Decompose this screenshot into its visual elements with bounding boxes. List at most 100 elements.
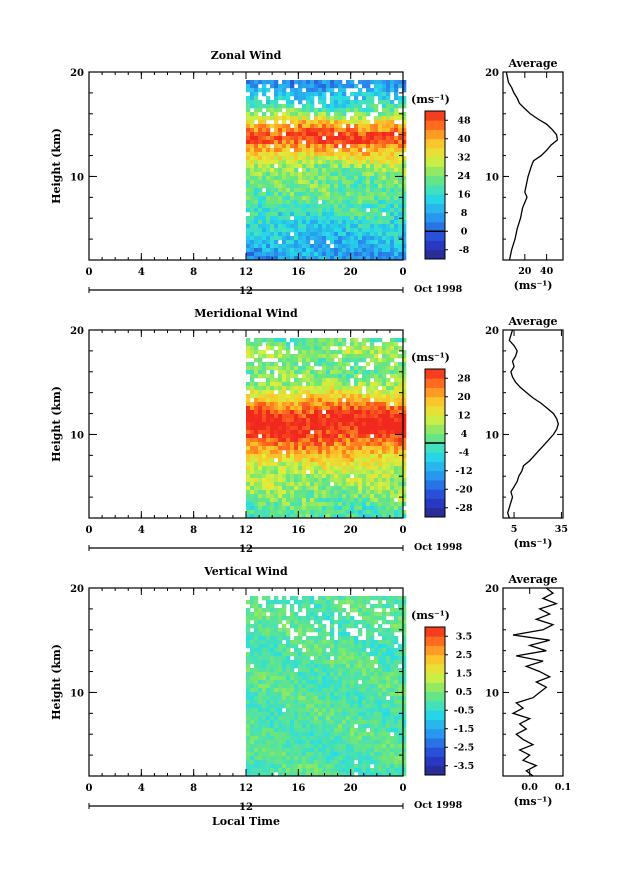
x-tick-label: 12 — [239, 525, 253, 536]
average-title: Average — [507, 57, 557, 70]
colorbar-tick-label: -3.5 — [454, 761, 474, 772]
colorbar-segment — [425, 166, 445, 177]
colorbar-segment — [425, 747, 445, 757]
x-tick-label: 16 — [291, 783, 305, 794]
average-x-tick-label: 5 — [511, 524, 518, 535]
colorbar-segment — [425, 185, 445, 195]
colorbar-segment — [425, 120, 445, 130]
colorbar-segment — [425, 489, 445, 499]
colorbar-tick-label: 12 — [457, 410, 470, 421]
x-tick-label: 0 — [400, 783, 407, 794]
colorbar-segment — [425, 231, 445, 241]
colorbar-frame — [424, 626, 446, 776]
x-tick-label: 20 — [344, 783, 358, 794]
colorbar-tick-label: 24 — [457, 171, 471, 182]
colorbar-tick-label: 3.5 — [456, 631, 473, 642]
colorbar-tick-label: 8 — [461, 208, 468, 219]
average-x-tick-label: 0.1 — [555, 782, 572, 793]
panel-title: Zonal Wind — [211, 49, 282, 62]
x-tick-label: 0 — [400, 267, 407, 278]
colorbar-segment — [425, 664, 445, 674]
colorbar-segment — [425, 249, 445, 260]
colorbar-segment — [425, 212, 445, 223]
colorbar-segment — [425, 728, 445, 739]
average-x-label: (ms⁻¹) — [514, 795, 553, 808]
colorbar-segment — [425, 645, 445, 656]
date-day-label: 12 — [239, 286, 253, 297]
colorbar-segment — [425, 203, 445, 214]
y-axis-label: Height (km) — [50, 644, 63, 720]
colorbar-segment — [425, 765, 445, 776]
y-tick-label: 10 — [70, 430, 84, 441]
colorbar-tick-label: 1.5 — [456, 668, 473, 679]
heatmap-field — [246, 80, 407, 261]
colorbar-frame — [424, 110, 446, 260]
average-panel: Average 10 20 0.0 0.1(ms⁻¹) — [485, 573, 571, 808]
colorbar-segment — [425, 627, 445, 637]
panel-3: Vertical Wind 10 20 Height (km) 0 4 8 12 16 20 0 12… — [50, 565, 571, 828]
average-y-tick-label: 20 — [485, 326, 499, 337]
panel-title: Meridional Wind — [194, 307, 298, 320]
average-frame — [502, 71, 564, 261]
colorbar-segment — [425, 636, 445, 646]
average-x-tick-label: 0.0 — [521, 782, 538, 793]
x-tick-label: 8 — [190, 783, 197, 794]
colorbar-segment — [425, 673, 445, 683]
x-tick-label: 20 — [344, 525, 358, 536]
x-tick-label: 4 — [138, 525, 145, 536]
colorbar-segment — [425, 691, 445, 702]
colorbar-segment — [425, 498, 445, 509]
colorbar-tick-label: -28 — [455, 503, 473, 514]
colorbar-segment — [425, 701, 445, 711]
colorbar-segment — [425, 654, 445, 665]
colorbar-segment — [425, 452, 445, 462]
x-tick-label: 4 — [138, 267, 145, 278]
colorbar-unit-label: (ms⁻¹) — [411, 93, 450, 106]
average-x-tick-label: 35 — [555, 524, 568, 535]
y-tick-label: 10 — [70, 688, 84, 699]
x-tick-label: 0 — [86, 525, 93, 536]
colorbar-segment — [425, 433, 445, 444]
colorbar-tick-label: 4 — [461, 429, 468, 440]
colorbar-tick-label: -1.5 — [454, 724, 474, 735]
average-x-label: (ms⁻¹) — [514, 279, 553, 292]
x-tick-label: 4 — [138, 783, 145, 794]
average-y-tick-label: 10 — [485, 688, 499, 699]
y-tick-label: 20 — [70, 326, 84, 337]
x-tick-label: 0 — [400, 525, 407, 536]
colorbar-segment — [425, 756, 445, 767]
colorbar-segment — [425, 240, 445, 251]
colorbar-unit-label: (ms⁻¹) — [411, 609, 450, 622]
x-tick-label: 16 — [291, 525, 305, 536]
colorbar-segment — [425, 507, 445, 518]
average-y-tick-label: 10 — [485, 430, 499, 441]
colorbar-segment — [425, 378, 445, 388]
date-month-label: Oct 1998 — [414, 542, 463, 553]
colorbar-segment — [425, 175, 445, 186]
colorbar-segment — [425, 129, 445, 140]
colorbar-tick-label: -0.5 — [454, 705, 474, 716]
colorbar-tick-label: 40 — [457, 134, 471, 145]
colorbar-segment — [425, 369, 445, 379]
x-tick-label: 0 — [86, 783, 93, 794]
colorbar-unit-label: (ms⁻¹) — [411, 351, 450, 364]
y-axis-label: Height (km) — [50, 128, 63, 204]
colorbar-tick-label: -4 — [459, 447, 470, 458]
colorbar-segment — [425, 148, 445, 158]
colorbar-segment — [425, 424, 445, 435]
average-y-tick-label: 20 — [485, 68, 499, 79]
average-title: Average — [507, 315, 557, 328]
colorbar-segment — [425, 719, 445, 730]
average-frame — [502, 587, 564, 777]
average-x-tick-label: 40 — [540, 266, 554, 277]
colorbar: (ms⁻¹) 28 20 12 4 -4 -12 -20 -28 — [411, 351, 473, 518]
x-tick-label: 16 — [291, 267, 305, 278]
colorbar-tick-label: 2.5 — [456, 650, 473, 661]
average-panel: Average 10 20 5 35(ms⁻¹) — [485, 315, 568, 550]
y-tick-label: 20 — [70, 584, 84, 595]
y-tick-label: 20 — [70, 68, 84, 79]
colorbar-tick-label: 16 — [457, 189, 471, 200]
colorbar-tick-label: -8 — [459, 245, 470, 256]
colorbar-segment — [425, 138, 445, 149]
